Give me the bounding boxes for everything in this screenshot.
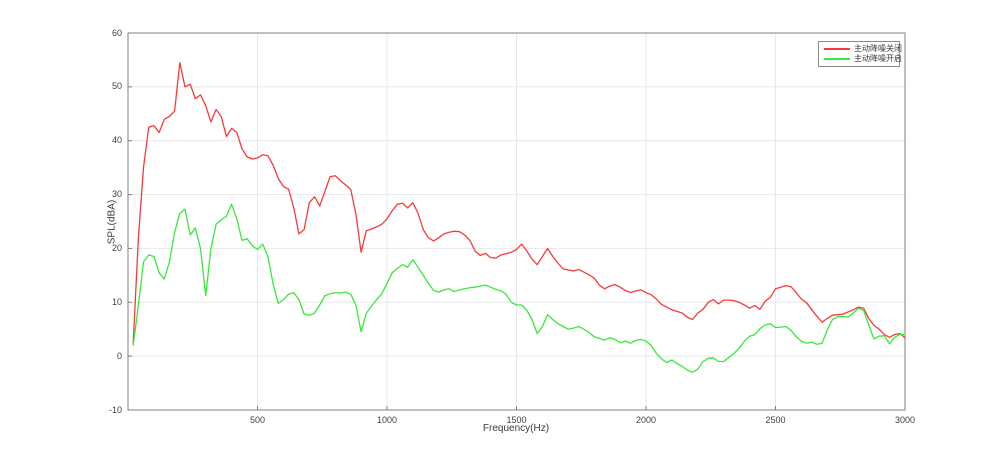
- legend-item-anc-off: 主动降噪关闭: [824, 44, 902, 54]
- legend-label-anc-off: 主动降噪关闭: [854, 44, 902, 53]
- x-tick-label: 2000: [635, 415, 657, 425]
- x-tick-label: 1000: [376, 415, 398, 425]
- legend-line-green-icon: [824, 58, 850, 60]
- y-tick-label: 10: [111, 296, 122, 307]
- legend: 主动降噪关闭 主动降噪开启: [818, 41, 902, 67]
- legend-item-anc-on: 主动降噪开启: [824, 54, 902, 64]
- legend-label-anc-on: 主动降噪开启: [854, 54, 902, 63]
- y-tick-label: -10: [108, 404, 122, 415]
- y-tick-label: 50: [111, 81, 122, 92]
- y-tick-label: 30: [111, 189, 122, 200]
- x-tick-label: 3000: [894, 415, 916, 425]
- y-tick-label: 40: [111, 135, 122, 146]
- y-tick-label: 60: [111, 27, 122, 38]
- series-line-1: [132, 203, 906, 373]
- y-tick-label: 0: [116, 350, 122, 361]
- x-axis-label: Frequency(Hz): [482, 423, 550, 434]
- y-axis-label: SPL(dBA): [106, 199, 118, 245]
- series-line-0: [132, 61, 906, 344]
- axes-box: [127, 32, 906, 411]
- x-tick-label: 1500: [506, 415, 527, 425]
- legend-line-red-icon: [824, 48, 850, 50]
- y-tick-label: 20: [111, 242, 122, 253]
- x-tick-label: 500: [249, 415, 266, 425]
- x-tick-label: 2500: [765, 415, 786, 425]
